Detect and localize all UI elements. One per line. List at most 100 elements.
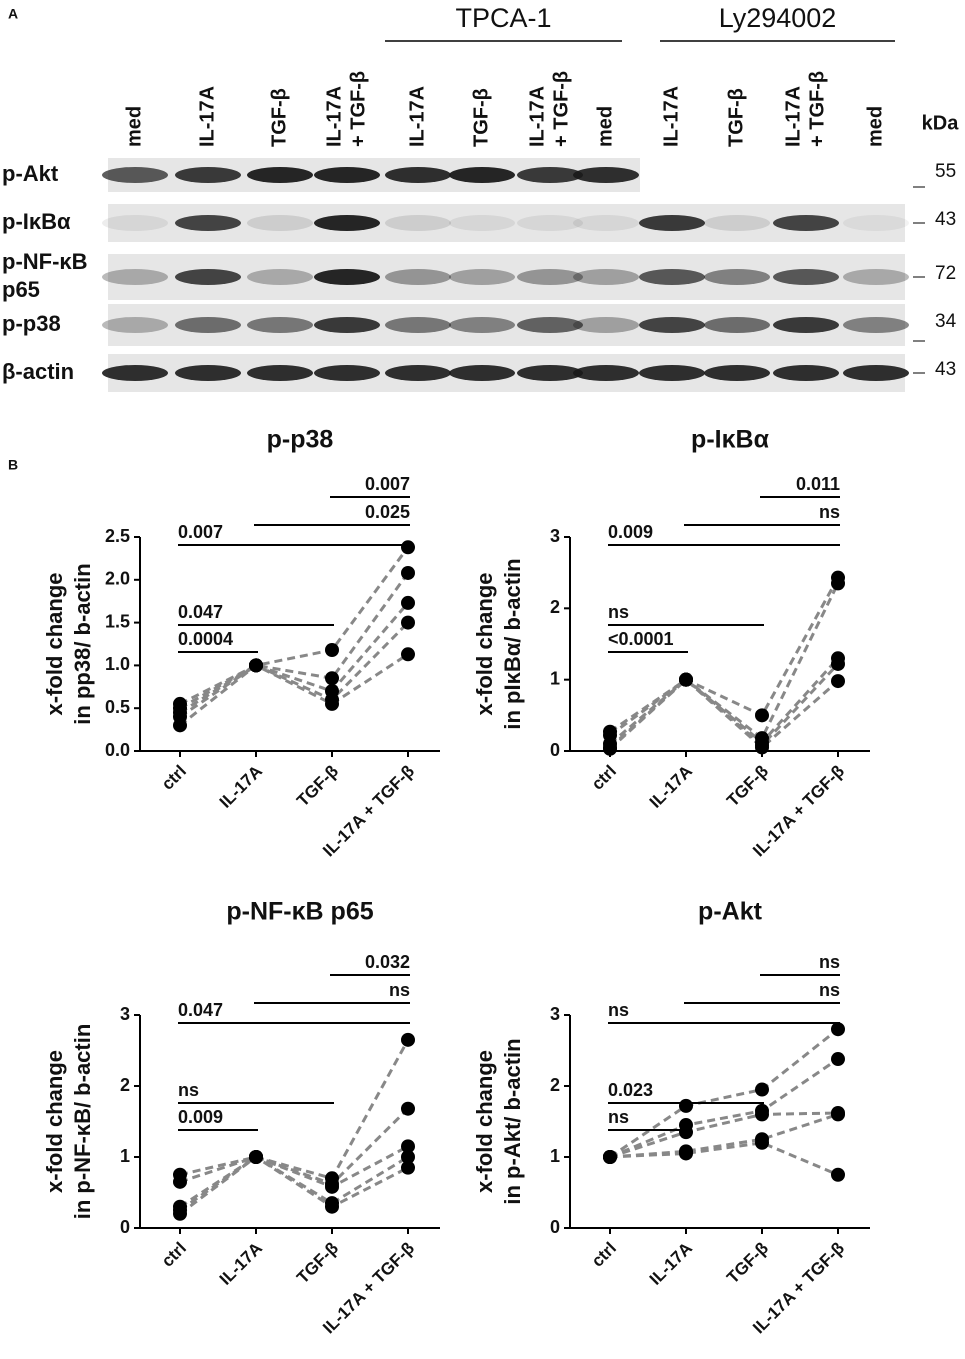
data-point [325, 1199, 339, 1214]
blot-band [517, 365, 583, 381]
y-tick-label: 2.0 [105, 569, 130, 589]
lane-label: IL-17A [782, 86, 804, 147]
y-tick-label: 1 [550, 1146, 560, 1166]
x-tick-label: IL-17A [646, 1239, 696, 1289]
row-label: p-Akt [2, 161, 59, 186]
blot-band [704, 215, 770, 231]
row-label: p-p38 [2, 311, 61, 336]
significance-label: 0.0004 [178, 629, 233, 649]
y-tick-label: 2.5 [105, 526, 130, 546]
blot-band [102, 269, 168, 285]
lane-label: med [123, 106, 145, 147]
blot-band [843, 269, 909, 285]
panel-label: B [8, 457, 18, 473]
row-label: p65 [2, 277, 40, 302]
data-point [401, 615, 415, 630]
data-point [831, 656, 845, 671]
blot-band [573, 365, 639, 381]
significance-label: ns [178, 1080, 199, 1100]
data-point [755, 740, 769, 755]
x-tick-label: IL-17A [216, 1239, 266, 1289]
blot-band [639, 317, 705, 333]
group-label: Ly294002 [719, 3, 837, 33]
data-point [603, 1150, 617, 1164]
significance-label: ns [608, 1000, 629, 1020]
blot-band [247, 269, 313, 285]
blot-band [449, 215, 515, 231]
chart-title: p-p38 [267, 426, 334, 454]
chart-title: p-NF-κB p65 [226, 898, 373, 926]
lane-label: med [864, 106, 886, 147]
series-line [609, 1057, 839, 1159]
data-point [831, 576, 845, 591]
x-tick-label: IL-17A [216, 762, 266, 812]
row-label: p-IκBα [2, 209, 71, 234]
data-point [755, 708, 769, 723]
blot-band [573, 269, 639, 285]
significance-label: 0.023 [608, 1080, 653, 1100]
x-tick-label: ctrl [158, 762, 190, 794]
x-tick-label: TGF-β [723, 1239, 772, 1288]
kda-value: 43 [935, 209, 956, 230]
blot-band [704, 269, 770, 285]
blot-band [314, 215, 380, 231]
data-point [831, 674, 845, 689]
y-axis-label: in pp38/ b-actin [70, 563, 95, 724]
blot-band [385, 215, 451, 231]
data-point [401, 1032, 415, 1047]
series-line [179, 1155, 409, 1212]
significance-label: 0.047 [178, 602, 223, 622]
x-tick-label: TGF-β [293, 762, 342, 811]
data-point [755, 1082, 769, 1097]
blot-band [102, 167, 168, 183]
blot-band [175, 167, 241, 183]
kda-value: 34 [935, 311, 957, 332]
lane-label: IL-17A [323, 86, 345, 147]
significance-label: ns [608, 602, 629, 622]
significance-label: 0.047 [178, 1000, 223, 1020]
y-tick-label: 3 [550, 1004, 560, 1024]
group-label: TPCA-1 [455, 3, 551, 33]
data-point [831, 1052, 845, 1067]
y-axis-label: in p-NF-κB/ b-actin [70, 1024, 95, 1220]
data-point [401, 1139, 415, 1154]
blot-band [843, 215, 909, 231]
series-line [609, 1141, 839, 1177]
data-point [603, 741, 617, 756]
blot-band [314, 269, 380, 285]
x-tick-label: IL-17A [646, 762, 696, 812]
series-line [179, 653, 409, 727]
blot-band [247, 365, 313, 381]
data-point [325, 696, 339, 711]
lane-label: IL-17A [526, 86, 548, 147]
blot-band [247, 317, 313, 333]
significance-label: ns [389, 980, 410, 1000]
blot-band [517, 317, 583, 333]
series-line [609, 657, 840, 746]
data-point [173, 718, 187, 733]
series-line [609, 576, 840, 733]
data-point [831, 1022, 845, 1037]
series-line [179, 572, 410, 710]
lane-label: med [594, 106, 616, 147]
series-line [609, 582, 840, 741]
significance-label: ns [819, 952, 840, 972]
y-tick-label: 1 [120, 1146, 130, 1166]
data-point [401, 565, 415, 580]
significance-label: 0.007 [365, 474, 410, 494]
data-point [401, 647, 415, 662]
blot-band [573, 167, 639, 183]
significance-label: 0.007 [178, 522, 223, 542]
blot-band [773, 365, 839, 381]
blot-band [449, 317, 515, 333]
blot-band [175, 215, 241, 231]
blot-band [314, 167, 380, 183]
blot-band [517, 215, 583, 231]
significance-label: 0.009 [608, 522, 653, 542]
data-point [401, 595, 415, 610]
blot-band [314, 365, 380, 381]
lane-label: TGF-β [725, 88, 747, 147]
lane-label: TGF-β [268, 88, 290, 147]
y-axis-label: in p-Akt/ b-actin [500, 1038, 525, 1204]
blot-band [843, 365, 909, 381]
